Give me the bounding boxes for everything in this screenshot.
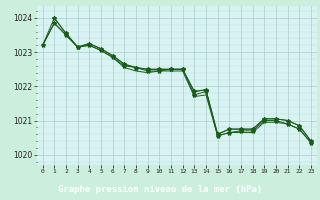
Text: Graphe pression niveau de la mer (hPa): Graphe pression niveau de la mer (hPa) <box>58 185 262 194</box>
